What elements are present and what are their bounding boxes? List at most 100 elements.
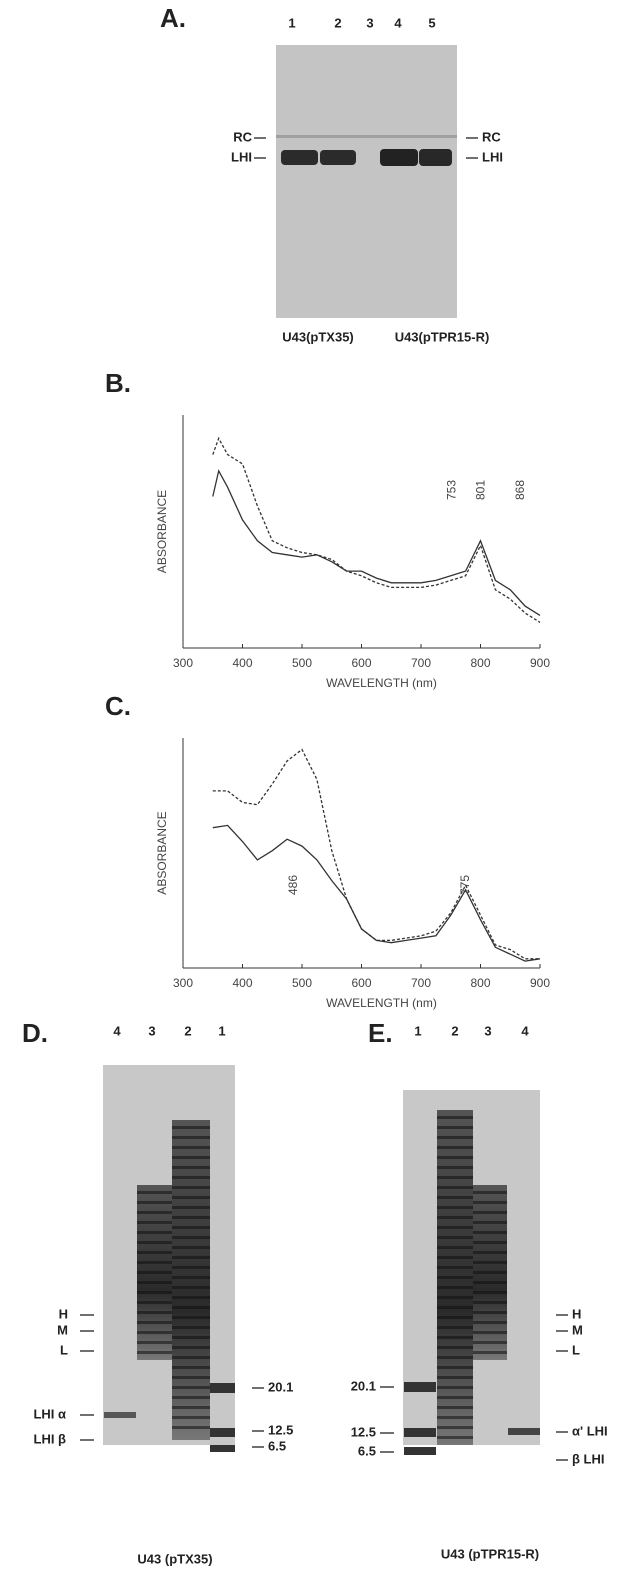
gel-band	[137, 1221, 172, 1224]
marker-label: L	[60, 1342, 68, 1357]
gel-band	[172, 1166, 210, 1169]
caption: U43(pTX35)	[282, 329, 354, 344]
gel-band	[473, 1331, 507, 1334]
gel-band	[172, 1216, 210, 1219]
lane-label: 5	[428, 15, 435, 30]
gel-band	[508, 1428, 540, 1435]
gel-band	[473, 1341, 507, 1344]
gel-band	[473, 1251, 507, 1254]
marker-label: 12.5	[268, 1422, 293, 1437]
marker-label: RC	[482, 129, 501, 144]
gel-band	[172, 1136, 210, 1139]
gel-band	[437, 1406, 473, 1409]
gel-band	[437, 1126, 473, 1129]
gel-band	[437, 1436, 473, 1439]
lane-label: 2	[334, 15, 341, 30]
marker-label: β LHI	[572, 1451, 605, 1466]
gel-band	[320, 150, 356, 165]
gel-band	[437, 1186, 473, 1189]
y-axis-label: ABSORBANCE	[155, 490, 169, 573]
gel-band	[137, 1291, 172, 1294]
gel-band	[437, 1216, 473, 1219]
marker-label: L	[572, 1342, 580, 1357]
gel-band	[172, 1156, 210, 1159]
gel-band	[137, 1211, 172, 1214]
gel-band	[437, 1246, 473, 1249]
gel-band	[281, 150, 318, 165]
marker-label: H	[572, 1306, 581, 1321]
x-tick-label: 900	[530, 976, 550, 990]
x-tick-label: 500	[292, 656, 312, 670]
gel-band	[437, 1266, 473, 1269]
marker-label: LHI β	[34, 1431, 67, 1446]
gel-band	[437, 1136, 473, 1139]
annotation: 753	[445, 480, 459, 500]
gel-band	[473, 1201, 507, 1204]
marker-label: H	[59, 1306, 68, 1321]
gel-band	[137, 1201, 172, 1204]
gel-band	[437, 1426, 473, 1429]
x-tick-label: 300	[173, 656, 193, 670]
marker-label: 6.5	[268, 1438, 286, 1453]
gel-band	[473, 1261, 507, 1264]
gel-band	[437, 1416, 473, 1419]
gel-band	[137, 1321, 172, 1324]
x-axis-label: WAVELENGTH (nm)	[326, 676, 437, 690]
gel-band	[473, 1221, 507, 1224]
lane-label: 2	[184, 1023, 191, 1038]
lane-label: 4	[113, 1023, 121, 1038]
x-tick-label: 900	[530, 656, 550, 670]
lane-label: 1	[218, 1023, 225, 1038]
gel-band	[404, 1428, 436, 1437]
gel-band	[437, 1166, 473, 1169]
gel-band	[172, 1376, 210, 1379]
x-tick-label: 600	[351, 976, 371, 990]
panel-label: B.	[105, 368, 131, 398]
gel-band	[172, 1226, 210, 1229]
gel-band	[172, 1266, 210, 1269]
y-axis-label: ABSORBANCE	[155, 811, 169, 894]
data-line	[212, 436, 541, 623]
gel-band	[172, 1316, 210, 1319]
gel-band	[473, 1301, 507, 1304]
x-tick-label: 500	[292, 976, 312, 990]
gel-band	[437, 1376, 473, 1379]
panel-label: C.	[105, 691, 131, 721]
gel-band	[172, 1296, 210, 1299]
lane-label: 1	[288, 15, 295, 30]
gel-band	[437, 1336, 473, 1339]
gel-band	[137, 1241, 172, 1244]
gel-band	[137, 1281, 172, 1284]
gel-band	[419, 149, 452, 166]
gel-band	[404, 1447, 436, 1455]
x-tick-label: 400	[232, 976, 252, 990]
gel-band	[437, 1346, 473, 1349]
gel-band	[276, 135, 457, 138]
x-tick-label: 700	[411, 656, 431, 670]
gel-band	[404, 1382, 436, 1392]
gel-band	[172, 1206, 210, 1209]
x-tick-label: 400	[232, 656, 252, 670]
gel-band	[172, 1366, 210, 1369]
marker-label: LHI α	[33, 1406, 66, 1421]
marker-label: LHI	[231, 149, 252, 164]
gel-band	[437, 1306, 473, 1309]
gel-band	[437, 1196, 473, 1199]
gel-band	[172, 1426, 210, 1429]
caption: U43 (pTPR15-R)	[441, 1546, 539, 1561]
x-tick-label: 600	[351, 656, 371, 670]
x-tick-label: 300	[173, 976, 193, 990]
gel-band	[137, 1231, 172, 1234]
gel-band	[437, 1156, 473, 1159]
lane-label: 2	[451, 1023, 458, 1038]
lane-label: 4	[394, 15, 402, 30]
gel-band	[473, 1241, 507, 1244]
x-tick-label: 700	[411, 976, 431, 990]
gel-band	[437, 1286, 473, 1289]
gel-band	[172, 1326, 210, 1329]
gel-band	[172, 1246, 210, 1249]
gel-band	[172, 1196, 210, 1199]
annotation: 775	[458, 875, 472, 895]
lane-label: 3	[366, 15, 373, 30]
x-axis-label: WAVELENGTH (nm)	[326, 996, 437, 1010]
